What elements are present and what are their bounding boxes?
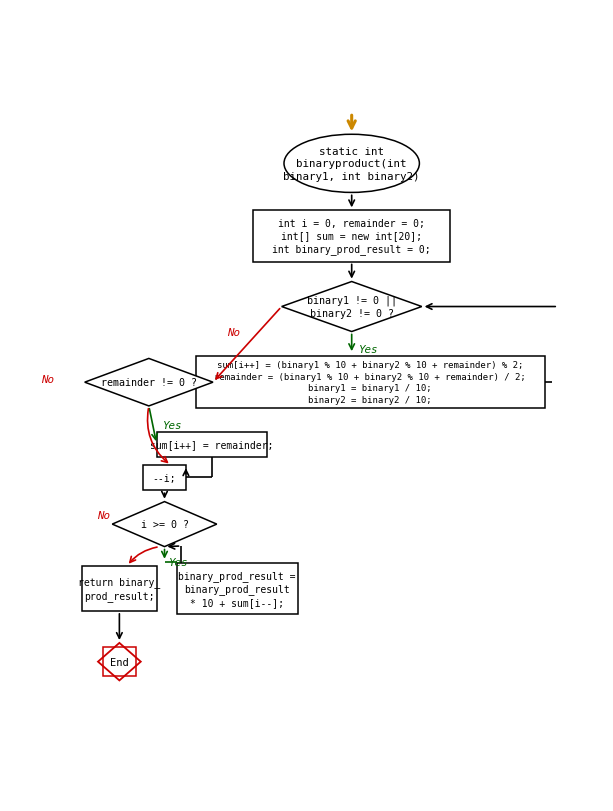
Bar	[253, 211, 451, 262]
Text: remainder != 0 ?: remainder != 0 ?	[101, 378, 197, 388]
Polygon shape	[281, 282, 422, 333]
Text: No: No	[97, 510, 110, 520]
Polygon shape	[112, 502, 217, 547]
Text: static int
binaryproduct(int
binary1, int binary2): static int binaryproduct(int binary1, in…	[283, 146, 420, 182]
Text: Yes: Yes	[169, 557, 189, 568]
Text: No: No	[41, 375, 54, 384]
Text: int i = 0, remainder = 0;
int[] sum = new int[20];
int binary_prod_result = 0;: int i = 0, remainder = 0; int[] sum = ne…	[272, 218, 431, 255]
Bar	[143, 466, 186, 491]
Text: End: End	[110, 657, 129, 667]
Text: sum[i++] = remainder;: sum[i++] = remainder;	[150, 440, 274, 449]
Text: sum[i++] = (binary1 % 10 + binary2 % 10 + remainder) % 2;
remainder = (binary1 %: sum[i++] = (binary1 % 10 + binary2 % 10 …	[215, 361, 526, 405]
Ellipse shape	[284, 135, 419, 193]
Polygon shape	[98, 643, 141, 680]
Text: No: No	[227, 328, 240, 337]
Text: Yes: Yes	[359, 345, 378, 354]
Text: --i;: --i;	[153, 474, 177, 483]
Bar	[196, 357, 545, 409]
Polygon shape	[85, 359, 213, 406]
Bar	[157, 432, 267, 457]
Bar	[103, 647, 136, 676]
Text: i >= 0 ?: i >= 0 ?	[140, 520, 189, 530]
Bar	[177, 564, 298, 614]
Bar	[82, 566, 157, 611]
Text: binary_prod_result =
binary_prod_result
* 10 + sum[i--];: binary_prod_result = binary_prod_result …	[178, 570, 296, 607]
Text: Yes: Yes	[163, 420, 183, 430]
Text: return binary_
prod_result;: return binary_ prod_result;	[78, 577, 161, 601]
Text: binary1 != 0 ||
binary2 != 0 ?: binary1 != 0 || binary2 != 0 ?	[306, 295, 397, 319]
